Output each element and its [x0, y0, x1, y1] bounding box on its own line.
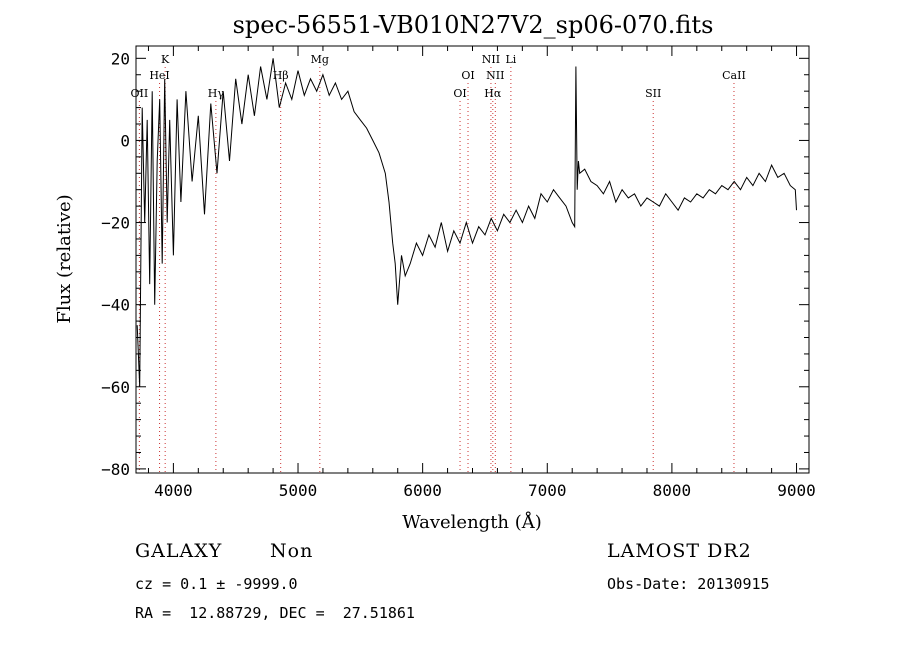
y-tick-label: −60 [101, 378, 130, 397]
coordinates-text: RA = 12.88729, DEC = 27.51861 [135, 604, 415, 622]
x-tick-label: 8000 [653, 481, 692, 500]
plot-frame [135, 45, 810, 474]
spectral-line-label: SII [645, 87, 661, 100]
redshift-text: cz = 0.1 ± -9999.0 [135, 575, 298, 593]
axis-ticks: 4000 5000 6000 7000 8000 9000 20 0 −20 −40 −60 −80 [101, 46, 816, 500]
spectral-line-label: K [161, 53, 170, 66]
obs-date-text: Obs-Date: 20130915 [607, 575, 770, 593]
object-class: GALAXY [135, 540, 223, 562]
spectral-line-label: OI [453, 87, 466, 100]
x-tick-label: 5000 [279, 481, 318, 500]
y-tick-label: 0 [120, 131, 130, 150]
spectral-line-label: OII [131, 87, 149, 100]
spectral-line-label: Mg [311, 53, 329, 66]
chart-title: spec-56551-VB010N27V2_sp06-070.fits [233, 11, 714, 39]
spectral-line-label: NII [482, 53, 500, 66]
y-axis-label: Flux (relative) [54, 194, 75, 323]
x-tick-label: 4000 [154, 481, 193, 500]
spectral-line-label: Hβ [273, 69, 289, 82]
spectral-line-label: NII [486, 69, 504, 82]
spectral-line-label: Hα [484, 87, 502, 100]
y-tick-label: −40 [101, 296, 130, 315]
spectral-line-label: Hγ [208, 87, 225, 100]
x-tick-label: 9000 [777, 481, 816, 500]
y-tick-label: −80 [101, 460, 130, 479]
x-tick-label: 6000 [403, 481, 442, 500]
spectrum-line [136, 58, 797, 387]
survey-label: LAMOST DR2 [607, 540, 752, 562]
x-axis-label: Wavelength (Å) [402, 511, 542, 533]
x-tick-label: 7000 [528, 481, 567, 500]
spectral-line-label: OI [461, 69, 474, 82]
spectral-line-label: CaII [722, 69, 746, 82]
y-tick-label: 20 [111, 49, 130, 68]
y-tick-label: −20 [101, 214, 130, 233]
object-subclass: Non [270, 540, 314, 562]
spectral-line-label: HeI [149, 69, 169, 82]
spectral-line-label: Li [505, 53, 516, 66]
